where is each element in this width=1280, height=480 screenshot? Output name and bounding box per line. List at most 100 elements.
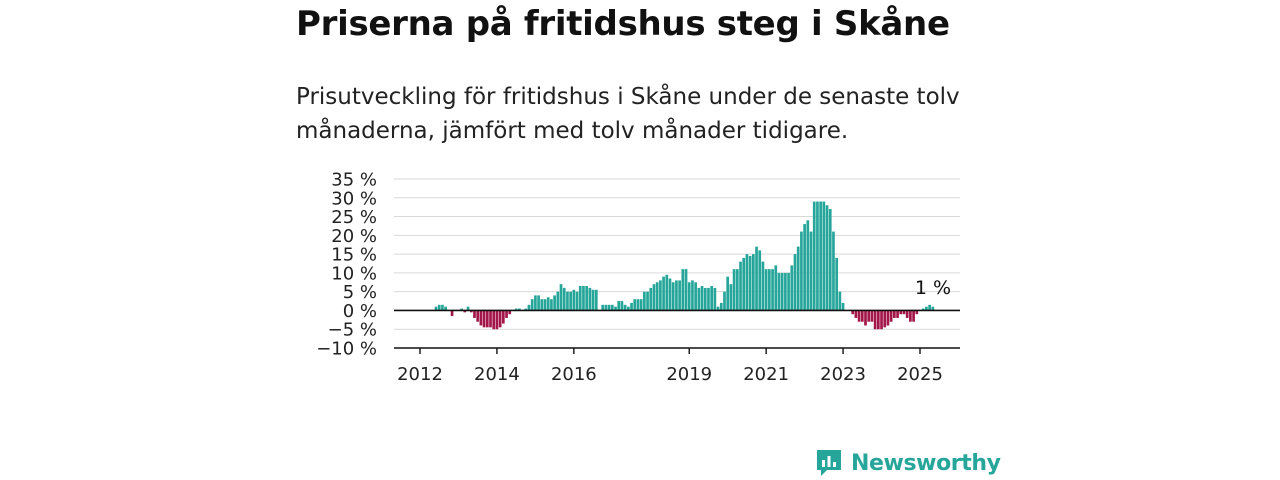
bar — [857, 310, 861, 322]
bar — [768, 269, 771, 311]
newsworthy-logo-icon — [817, 450, 841, 476]
bar — [620, 301, 624, 311]
bar — [902, 310, 906, 315]
bar — [710, 286, 714, 311]
bar — [626, 306, 630, 311]
x-tick-label: 2019 — [666, 364, 712, 385]
bar — [793, 254, 797, 311]
bar — [585, 286, 589, 311]
bar — [649, 287, 653, 311]
bar — [777, 272, 781, 311]
bar-chart: −10 %−5 %0 %5 %10 %15 %20 %25 %30 %35 % 2… — [316, 170, 960, 385]
bar — [594, 289, 598, 311]
bar — [822, 201, 826, 311]
bar — [530, 299, 534, 311]
bar — [588, 287, 592, 311]
bar — [630, 302, 633, 311]
bar — [796, 246, 800, 311]
bar — [508, 310, 512, 315]
bar — [559, 284, 563, 311]
bar — [492, 310, 496, 330]
bar — [931, 306, 935, 311]
bar — [543, 299, 547, 311]
bar — [896, 310, 899, 318]
bars — [434, 201, 935, 330]
bar — [809, 231, 813, 311]
bar — [527, 304, 531, 311]
bar — [806, 220, 810, 311]
y-tick-label: 15 % — [331, 245, 377, 266]
bar — [591, 289, 595, 311]
bar — [463, 310, 467, 313]
bar — [883, 310, 887, 328]
bar — [495, 310, 499, 330]
y-tick-label: 35 % — [331, 170, 377, 191]
bar — [450, 310, 454, 317]
bar — [460, 308, 464, 311]
bar — [745, 254, 749, 311]
bar — [482, 310, 486, 328]
bar — [582, 286, 585, 311]
bar — [905, 310, 909, 318]
bar — [498, 310, 502, 328]
bar — [790, 265, 794, 311]
x-tick-label: 2021 — [743, 364, 789, 385]
bar — [719, 302, 723, 311]
bar — [469, 310, 473, 313]
bar — [780, 272, 784, 311]
bar — [636, 299, 640, 311]
bar — [787, 272, 790, 311]
bar — [534, 295, 537, 311]
bar — [646, 291, 649, 311]
bar — [550, 299, 553, 311]
bar — [825, 205, 829, 311]
bar — [479, 310, 483, 326]
bar — [489, 310, 492, 328]
bar — [751, 254, 755, 311]
bar — [687, 282, 691, 311]
bar — [803, 224, 806, 311]
bar — [729, 284, 733, 311]
bar — [665, 274, 669, 311]
bar — [828, 209, 832, 311]
axes: −10 %−5 %0 %5 %10 %15 %20 %25 %30 %35 % 2… — [316, 170, 960, 385]
bar — [684, 269, 688, 311]
bar — [575, 291, 579, 311]
newsworthy-logo: Newsworthy — [815, 446, 1001, 480]
bar — [707, 287, 710, 311]
bar — [601, 304, 605, 311]
bar — [681, 269, 685, 311]
bar — [505, 310, 508, 318]
bar — [713, 287, 717, 311]
bar — [668, 278, 672, 311]
bar — [912, 310, 915, 322]
bar — [748, 255, 752, 311]
bar — [812, 201, 816, 311]
bar — [643, 291, 646, 311]
bar — [854, 310, 858, 318]
bar — [925, 306, 928, 311]
bar — [893, 310, 896, 318]
bar — [607, 304, 611, 311]
bar — [703, 287, 707, 311]
bar — [566, 291, 569, 311]
bar — [476, 310, 480, 322]
bar — [870, 310, 874, 322]
bar — [739, 261, 742, 311]
bar — [537, 295, 540, 311]
bar — [569, 291, 572, 311]
bar — [540, 299, 544, 311]
bar — [572, 289, 576, 311]
y-tick-label: −5 % — [328, 320, 377, 341]
bar — [928, 304, 931, 311]
y-tick-label: 10 % — [331, 263, 377, 284]
bar — [723, 291, 726, 311]
bar — [864, 310, 867, 326]
bar — [434, 306, 438, 311]
bar — [758, 250, 762, 311]
bar — [886, 310, 890, 326]
bar — [473, 310, 476, 318]
bar — [816, 201, 819, 311]
bar — [485, 310, 489, 328]
bar — [617, 301, 621, 311]
